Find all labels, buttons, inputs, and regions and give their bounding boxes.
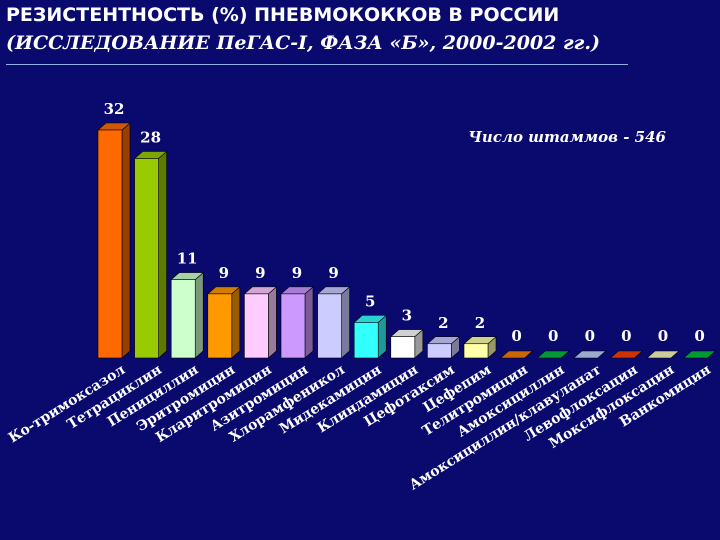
value-label: 0 <box>548 327 558 345</box>
bar-side <box>231 286 241 359</box>
category-labels-group: Ко-тримоксазолТетрациклинПенициллинЭритр… <box>6 362 714 494</box>
value-label: 9 <box>255 264 265 282</box>
bar: 2 <box>426 314 461 359</box>
value-label: 2 <box>475 314 485 332</box>
bar-flat <box>609 350 644 359</box>
title-block: РЕЗИСТЕНТНОСТЬ (%) ПНЕВМОКОККОВ В РОССИИ… <box>6 4 646 54</box>
value-label: 9 <box>328 264 338 282</box>
bar-front <box>170 279 196 359</box>
bar-side <box>304 286 314 359</box>
bar: 0 <box>682 327 717 359</box>
bar: 9 <box>243 264 278 359</box>
bar-front <box>280 293 306 359</box>
strain-count-annotation: Число штаммов - 546 <box>468 128 666 146</box>
bar: 0 <box>536 327 570 359</box>
bar-front <box>353 322 379 359</box>
bar-flat <box>646 350 680 359</box>
value-label: 0 <box>658 327 668 345</box>
bar: 5 <box>353 292 387 359</box>
bar-side <box>194 271 204 359</box>
bar-front <box>390 336 416 359</box>
value-label: 0 <box>621 327 631 345</box>
bar-front <box>207 293 233 359</box>
bar-side <box>268 286 277 359</box>
bar: 9 <box>280 264 314 359</box>
bar: 28 <box>133 129 168 359</box>
bar: 0 <box>499 327 534 359</box>
value-label: 5 <box>365 292 375 310</box>
bar-flat <box>682 350 717 359</box>
bar: 11 <box>170 250 204 359</box>
value-label: 9 <box>292 264 302 282</box>
bar: 0 <box>609 327 644 359</box>
value-label: 0 <box>694 327 704 345</box>
bar-front <box>134 158 159 359</box>
bar-side <box>341 286 350 359</box>
bar-front <box>97 129 123 359</box>
bar: 9 <box>316 264 351 359</box>
value-label: 32 <box>104 100 125 118</box>
bar: 9 <box>207 264 241 359</box>
value-label: 0 <box>511 327 521 345</box>
bar-flat <box>573 350 607 359</box>
value-label: 9 <box>219 264 229 282</box>
bar: 3 <box>390 307 424 359</box>
bar-flat <box>536 350 570 359</box>
bar-side <box>377 314 387 359</box>
bar-flat <box>499 350 534 359</box>
chart-title: РЕЗИСТЕНТНОСТЬ (%) ПНЕВМОКОККОВ В РОССИИ <box>6 4 560 26</box>
bar-side <box>121 122 131 359</box>
chart-subtitle: (ИССЛЕДОВАНИЕ ПеГАС-I, ФАЗА «Б», 2000-20… <box>6 32 600 54</box>
bar-front <box>317 293 342 359</box>
value-label: 2 <box>438 314 448 332</box>
value-label: 28 <box>140 129 161 147</box>
bar: 0 <box>573 327 607 359</box>
bar-side <box>158 150 167 359</box>
title-underline <box>6 64 628 65</box>
value-label: 0 <box>585 327 595 345</box>
bar-front <box>463 343 489 359</box>
bar: 2 <box>463 314 497 359</box>
value-label: 11 <box>177 250 198 268</box>
bar-front <box>427 343 452 359</box>
bar: 32 <box>97 100 131 359</box>
bar: 0 <box>646 327 680 359</box>
bar-front <box>244 293 269 359</box>
value-label: 3 <box>402 307 412 325</box>
